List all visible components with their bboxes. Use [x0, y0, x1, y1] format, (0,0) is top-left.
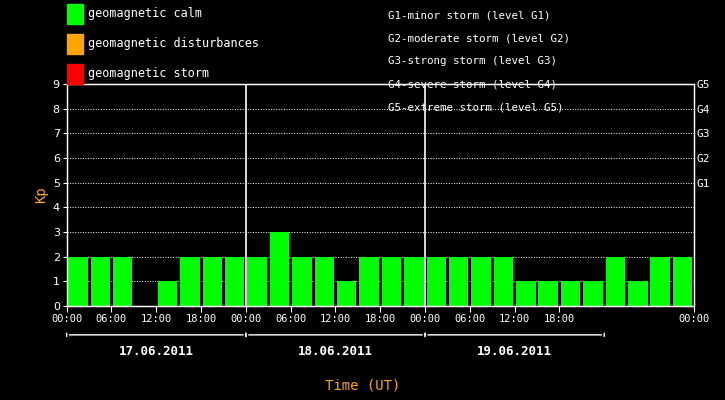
Y-axis label: Kp: Kp	[35, 187, 49, 203]
Text: geomagnetic calm: geomagnetic calm	[88, 8, 202, 20]
Bar	[494, 257, 513, 306]
Bar	[315, 257, 334, 306]
Bar	[404, 257, 423, 306]
Bar	[561, 281, 581, 306]
Bar	[605, 257, 625, 306]
Bar	[180, 257, 199, 306]
Bar	[270, 232, 289, 306]
Bar	[158, 281, 177, 306]
Bar	[247, 257, 267, 306]
Bar	[516, 281, 536, 306]
Bar	[539, 281, 558, 306]
Bar	[628, 281, 647, 306]
Text: 17.06.2011: 17.06.2011	[119, 346, 194, 358]
Text: G4-severe storm (level G4): G4-severe storm (level G4)	[388, 80, 557, 90]
Text: 19.06.2011: 19.06.2011	[477, 346, 552, 358]
Text: G1-minor storm (level G1): G1-minor storm (level G1)	[388, 10, 550, 20]
Bar	[449, 257, 468, 306]
Bar	[202, 257, 222, 306]
Bar	[91, 257, 110, 306]
Text: geomagnetic disturbances: geomagnetic disturbances	[88, 38, 260, 50]
Text: 18.06.2011: 18.06.2011	[298, 346, 373, 358]
Text: G5-extreme storm (level G5): G5-extreme storm (level G5)	[388, 103, 563, 113]
Bar	[225, 257, 244, 306]
Bar	[382, 257, 401, 306]
Bar	[292, 257, 312, 306]
Text: G2-moderate storm (level G2): G2-moderate storm (level G2)	[388, 33, 570, 43]
Bar	[650, 257, 670, 306]
Bar	[360, 257, 378, 306]
Text: G3-strong storm (level G3): G3-strong storm (level G3)	[388, 56, 557, 66]
Bar	[584, 281, 602, 306]
Bar	[337, 281, 357, 306]
Bar	[471, 257, 491, 306]
Text: Time (UT): Time (UT)	[325, 379, 400, 393]
Bar	[673, 257, 692, 306]
Bar	[426, 257, 446, 306]
Text: geomagnetic storm: geomagnetic storm	[88, 68, 210, 80]
Bar	[68, 257, 88, 306]
Bar	[113, 257, 133, 306]
